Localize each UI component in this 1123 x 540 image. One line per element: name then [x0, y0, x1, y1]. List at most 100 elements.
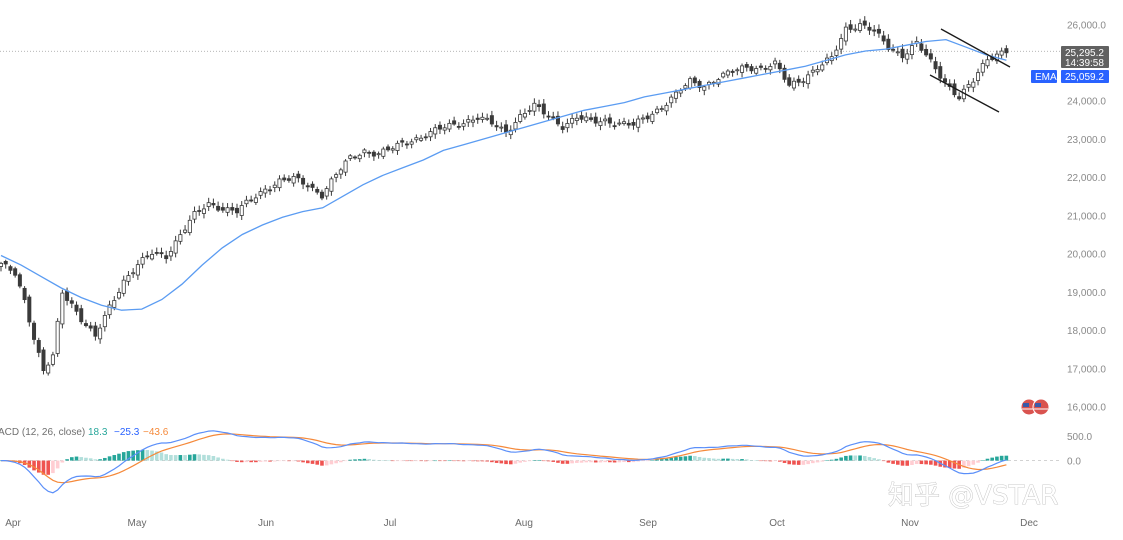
candle-body [853, 28, 858, 31]
x-axis[interactable]: Apr May Jun Jul Aug Sep Oct Nov Dec [5, 518, 1038, 529]
macd-hist-bar [612, 460, 617, 463]
macd-histogram[interactable] [0, 449, 1009, 475]
candle-body [230, 207, 235, 211]
macd-hist-bar [513, 460, 518, 464]
macd-y-tick-label: 0.0 [1067, 457, 1081, 468]
macd-hist-bar [556, 460, 560, 463]
macd-hist-bar [202, 454, 206, 461]
macd-hist-bar [853, 455, 858, 461]
candle-body [376, 153, 381, 156]
macd-hist-bar [584, 460, 589, 463]
macd-y-axis[interactable]: 500.0 0.0 [1067, 432, 1092, 468]
macd-hist-bar [471, 460, 475, 462]
candle-body [3, 261, 8, 265]
candle-body [135, 264, 140, 276]
macd-legend-value-hist: 18.3 [88, 427, 108, 438]
candle-body [650, 113, 655, 122]
macd-hist-bar [414, 460, 419, 462]
us-flag-events-icon[interactable] [1020, 398, 1050, 416]
macd-hist-bar [848, 455, 853, 461]
candle-body [744, 64, 749, 68]
ema-line[interactable] [0, 38, 1007, 311]
channel-lower-line [929, 74, 1000, 113]
price-y-tick-label: 16,000.0 [1067, 403, 1106, 414]
macd-hist-bar [669, 457, 674, 461]
candle-body [234, 207, 239, 214]
candle-body [593, 116, 598, 124]
candle-body [324, 188, 329, 197]
candle-body [725, 70, 730, 76]
macd-hist-bar [159, 452, 164, 461]
candle-body [315, 189, 320, 193]
macd-hist-bar [41, 460, 46, 475]
macd-hist-bar [782, 460, 787, 463]
candle-body [801, 81, 806, 84]
macd-hist-bar [55, 460, 60, 469]
macd-hist-bar [575, 460, 579, 463]
macd-hist-bar [655, 459, 659, 461]
candle-body [277, 178, 282, 189]
candle-body [456, 125, 461, 128]
macd-hist-bar [702, 457, 707, 461]
macd-hist-bar [112, 455, 117, 461]
price-candles[interactable] [0, 16, 1009, 376]
candle-body [815, 69, 820, 73]
candle-body [522, 113, 527, 118]
macd-hist-bar [36, 460, 41, 473]
macd-lines[interactable] [1, 430, 1007, 494]
candle-body [0, 262, 4, 267]
candle-body [957, 96, 962, 100]
macd-hist-bar [183, 455, 187, 461]
candle-body [716, 79, 721, 85]
descending-channel-drawing[interactable] [929, 28, 1011, 113]
candle-body [362, 149, 367, 154]
macd-hist-bar [438, 460, 442, 462]
candle-body [131, 272, 136, 275]
macd-hist-bar [466, 460, 471, 462]
macd-hist-bar [622, 460, 626, 463]
macd-hist-bar [192, 454, 197, 461]
candle-body [461, 123, 466, 127]
candle-body [697, 80, 702, 89]
candle-body [112, 300, 117, 308]
candle-body [574, 117, 579, 121]
macd-hist-bar [565, 460, 570, 464]
macd-hist-bar [206, 455, 211, 461]
macd-hist-bar [862, 455, 867, 461]
candle-body [55, 320, 60, 354]
candle-body [791, 80, 796, 89]
candle-body [475, 117, 480, 120]
candle-body [645, 115, 650, 120]
candle-body [470, 119, 475, 123]
candle-body [268, 189, 273, 192]
price-y-tick-label: 18,000.0 [1067, 326, 1106, 337]
channel-upper-line [940, 28, 1011, 68]
macd-hist-bar [962, 460, 966, 468]
macd-hist-bar [660, 459, 664, 461]
candle-body [730, 70, 735, 73]
macd-hist-bar [829, 459, 834, 461]
candle-body [782, 67, 787, 80]
macd-legend-value-signal: −43.6 [143, 427, 169, 438]
candle-body [607, 117, 612, 124]
candle-body [900, 48, 905, 59]
candle-body [603, 118, 608, 122]
candle-body [319, 191, 324, 199]
macd-hist-bar [773, 460, 777, 462]
candle-body [513, 122, 518, 130]
candle-body [570, 118, 575, 124]
macd-hist-bar [376, 460, 381, 461]
candle-body [579, 115, 584, 120]
macd-hist-bar [924, 460, 928, 465]
macd-y-tick-label: 500.0 [1067, 432, 1092, 443]
candle-body [178, 234, 183, 242]
x-axis-month-label: May [128, 518, 147, 529]
candle-body [839, 38, 844, 50]
macd-hist-bar [518, 460, 522, 463]
x-axis-month-label: Jun [258, 518, 274, 529]
candle-body [480, 116, 485, 120]
last-price-value: 25,295.2 [1065, 48, 1104, 59]
macd-hist-bar [117, 453, 121, 461]
macd-hist-bar [740, 459, 744, 461]
